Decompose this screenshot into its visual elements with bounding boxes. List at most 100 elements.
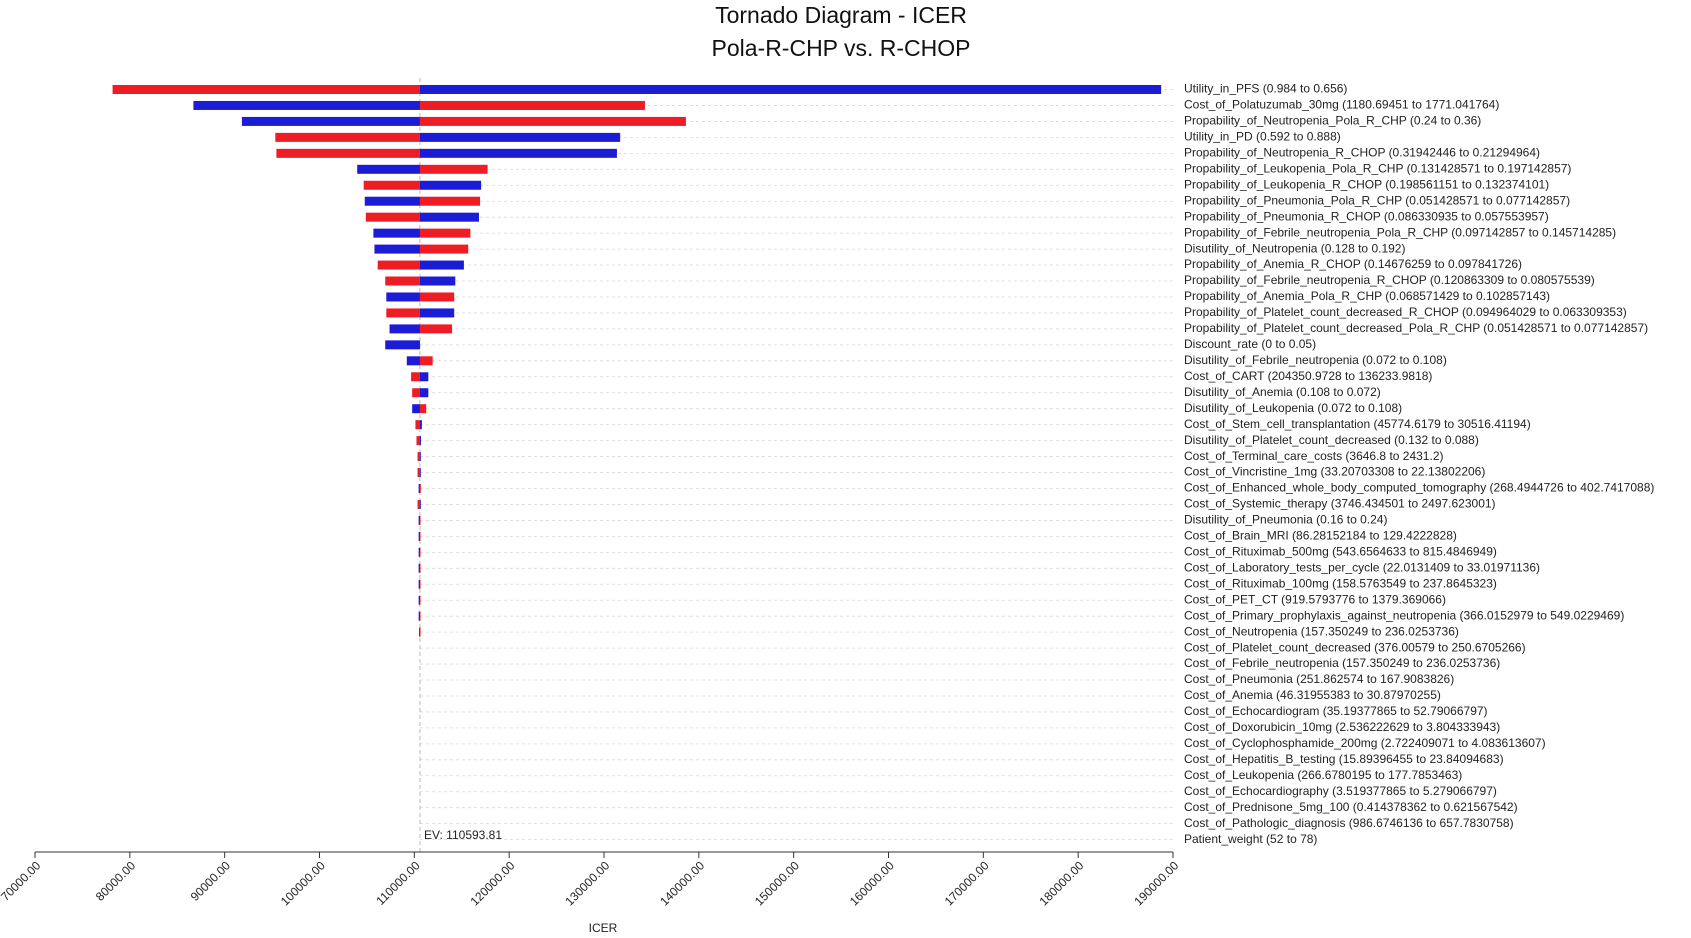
category-label: Cost_of_Platelet_count_decreased (376.00… — [1184, 640, 1526, 654]
bar — [412, 388, 420, 398]
category-label: Cost_of_Anemia (46.31955383 to 30.879702… — [1184, 688, 1441, 702]
bar — [415, 420, 420, 430]
bar — [419, 372, 429, 382]
bar — [419, 85, 1162, 94]
bar — [419, 579, 421, 589]
bar — [419, 547, 421, 557]
bar — [419, 260, 464, 270]
category-label: Cost_of_Rituximab_100mg (158.5763549 to … — [1184, 576, 1497, 590]
category-label: Cost_of_Doxorubicin_10mg (2.536222629 to… — [1184, 720, 1500, 734]
category-label: Disutility_of_Leukopenia (0.072 to 0.108… — [1184, 401, 1402, 415]
bar — [275, 132, 420, 142]
category-label: Cost_of_Echocardiogram (35.19377865 to 5… — [1184, 704, 1488, 718]
category-label: Propability_of_Leukopenia_Pola_R_CHP (0.… — [1184, 161, 1571, 175]
category-label: Cost_of_Stem_cell_transplantation (45774… — [1184, 417, 1531, 431]
category-label: Disutility_of_Febrile_neutropenia (0.072… — [1184, 353, 1447, 367]
bar — [419, 244, 469, 254]
bar — [419, 180, 482, 190]
bar — [419, 611, 421, 621]
bar — [419, 499, 421, 509]
bar — [418, 611, 420, 621]
x-axis-label: ICER — [589, 921, 618, 935]
category-label: Cost_of_Rituximab_500mg (543.6564633 to … — [1184, 545, 1497, 559]
category-label: Propability_of_Platelet_count_decreased_… — [1184, 305, 1627, 319]
bar — [419, 292, 455, 302]
bar — [419, 116, 686, 126]
bar — [419, 276, 456, 286]
category-label: Cost_of_Terminal_care_costs (3646.8 to 2… — [1184, 449, 1443, 463]
bar — [416, 436, 420, 446]
bar — [418, 579, 420, 589]
bar — [112, 85, 420, 94]
category-label: Utility_in_PFS (0.984 to 0.656) — [1184, 82, 1347, 96]
x-tick-label: 130000.00 — [562, 858, 612, 908]
category-label: Cost_of_Neutropenia (157.350249 to 236.0… — [1184, 624, 1459, 638]
bar — [386, 308, 420, 318]
category-label: Propability_of_Neutropenia_R_CHOP (0.319… — [1184, 146, 1540, 160]
x-tick-label: 190000.00 — [1131, 858, 1181, 908]
category-label: Cost_of_Brain_MRI (86.28152184 to 129.42… — [1184, 529, 1457, 543]
bar — [412, 404, 420, 414]
bar — [374, 244, 420, 254]
bar — [419, 468, 421, 478]
bar — [377, 260, 420, 270]
bar — [406, 356, 420, 366]
category-label: Cost_of_Primary_prophylaxis_against_neut… — [1184, 608, 1624, 622]
category-label: Cost_of_CART (204350.9728 to 136233.9818… — [1184, 369, 1432, 383]
bar — [357, 164, 420, 174]
bar — [363, 180, 420, 190]
bar — [419, 164, 488, 174]
category-label: Disutility_of_Anemia (0.108 to 0.072) — [1184, 385, 1381, 399]
bar — [419, 420, 422, 430]
bar — [193, 100, 420, 110]
bar — [365, 212, 420, 222]
bar — [419, 595, 421, 605]
x-tick-label: 140000.00 — [657, 858, 707, 908]
category-label: Disutility_of_Neutropenia (0.128 to 0.19… — [1184, 241, 1405, 255]
bar — [364, 196, 420, 206]
bar — [419, 388, 429, 398]
category-label: Cost_of_Prednisone_5mg_100 (0.414378362 … — [1184, 800, 1518, 814]
category-label: Propability_of_Platelet_count_decreased_… — [1184, 321, 1648, 335]
x-tick-label: 150000.00 — [752, 858, 802, 908]
x-tick-label: 110000.00 — [373, 858, 423, 908]
category-label: Cost_of_Pneumonia (251.862574 to 167.908… — [1184, 672, 1454, 686]
bar — [419, 452, 421, 462]
category-label: Propability_of_Anemia_R_CHOP (0.14676259… — [1184, 257, 1522, 271]
category-label: Cost_of_Febrile_neutropenia (157.350249 … — [1184, 656, 1500, 670]
x-tick-label: 120000.00 — [468, 858, 518, 908]
bar — [419, 196, 481, 206]
bar — [419, 563, 421, 573]
bar — [373, 228, 420, 238]
category-label: Patient_weight (52 to 78) — [1184, 832, 1317, 846]
bar — [418, 515, 420, 525]
x-tick-label: 100000.00 — [278, 858, 328, 908]
bar — [418, 563, 420, 573]
category-label: Cost_of_Systemic_therapy (3746.434501 to… — [1184, 497, 1496, 511]
category-label: Propability_of_Febrile_neutropenia_Pola_… — [1184, 225, 1616, 239]
bar — [419, 515, 421, 525]
chart-subtitle: Pola-R-CHP vs. R-CHOP — [712, 35, 971, 61]
bar — [419, 356, 433, 366]
category-label: Cost_of_Echocardiography (3.519377865 to… — [1184, 784, 1497, 798]
bar — [417, 468, 420, 478]
category-label: Cost_of_Pathologic_diagnosis (986.674613… — [1184, 816, 1514, 830]
bar — [419, 228, 471, 238]
chart-title: Tornado Diagram - ICER — [715, 2, 967, 28]
bar — [419, 627, 421, 637]
category-label: Propability_of_Anemia_Pola_R_CHP (0.0685… — [1184, 289, 1550, 303]
category-label: Discount_rate (0 to 0.05) — [1184, 337, 1316, 351]
bar — [418, 595, 420, 605]
bar — [418, 484, 420, 493]
category-label: Propability_of_Pneumonia_Pola_R_CHP (0.0… — [1184, 193, 1570, 207]
bar — [419, 404, 427, 414]
category-label: Cost_of_Enhanced_whole_body_computed_tom… — [1184, 481, 1654, 495]
bar — [419, 100, 645, 110]
bar — [419, 132, 621, 142]
ev-label: EV: 110593.81 — [424, 828, 502, 842]
category-label: Cost_of_Hepatitis_B_testing (15.89396455… — [1184, 752, 1504, 766]
category-label: Propability_of_Pneumonia_R_CHOP (0.08633… — [1184, 209, 1549, 223]
category-label: Utility_in_PD (0.592 to 0.888) — [1184, 130, 1341, 144]
x-tick-label: 90000.00 — [188, 858, 234, 904]
